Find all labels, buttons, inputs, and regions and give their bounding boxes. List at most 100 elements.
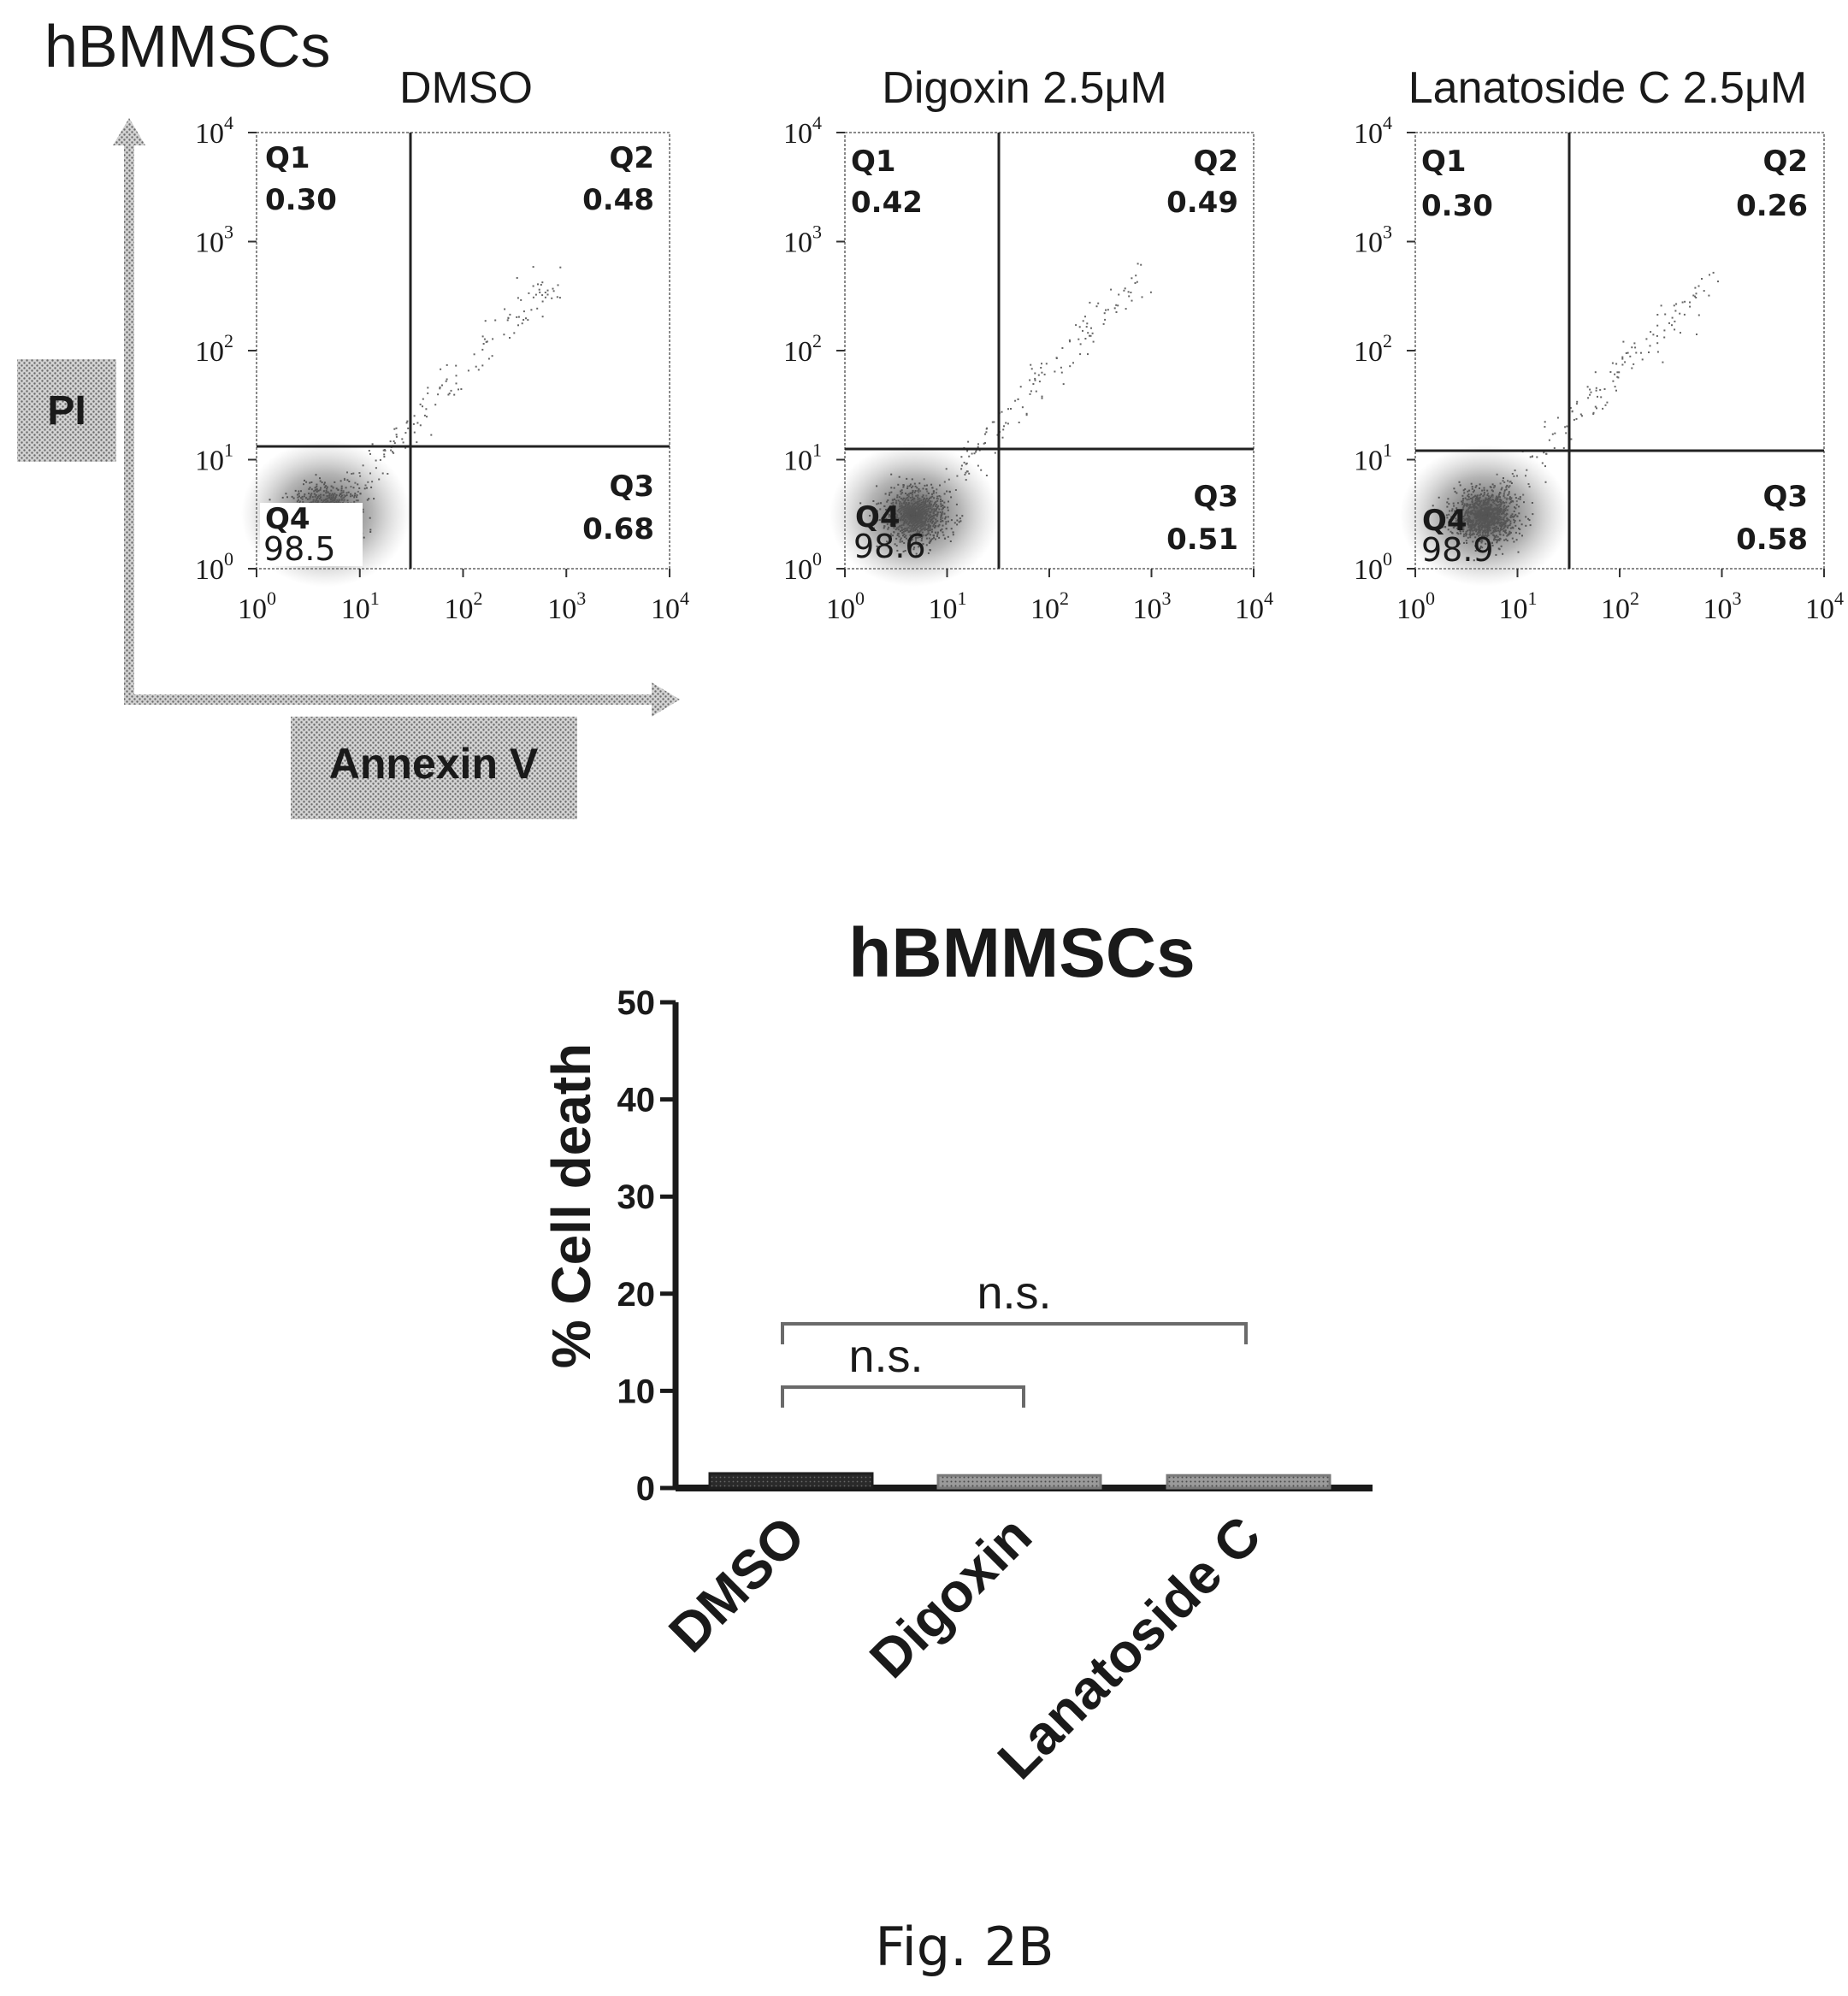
bar-lanatoside-c — [1166, 1473, 1331, 1490]
pi-label-box — [17, 359, 116, 462]
panel-title: DMSO — [399, 63, 533, 113]
q1-value: 0.30 — [1421, 189, 1493, 223]
significance-bracket — [781, 1322, 1248, 1344]
q2-label: Q2 — [1762, 145, 1808, 179]
chart-title: hBMMSCs — [848, 914, 1195, 992]
bar-digoxin — [936, 1473, 1102, 1490]
axis-legend: PI Annexin V — [17, 118, 680, 819]
flow-cell-type-label: hBMMSCs — [44, 13, 330, 80]
y-tick-label: 102 — [195, 330, 233, 368]
significance-bracket — [781, 1385, 1025, 1408]
flow-panel-dmso: DMSO Q1 0.30 Q2 0.48 Q3 0.68 Q4 98.5 100… — [195, 63, 689, 625]
y-tick-label: 103 — [1354, 221, 1392, 259]
y-tick-label: 104 — [783, 112, 822, 150]
y-tick-label: 20 — [617, 1276, 656, 1314]
annexin-arrow-shaft — [124, 694, 654, 705]
panel-title: Lanatoside C 2.5μM — [1408, 63, 1807, 113]
q3-value: 0.51 — [1166, 523, 1238, 557]
q4-label: Q4 — [855, 500, 900, 534]
scatter-points — [830, 263, 1152, 587]
q1-label: Q1 — [1421, 145, 1467, 179]
q1-label: Q1 — [265, 141, 310, 175]
y-tick-label: 104 — [195, 112, 233, 150]
panel-title: Digoxin 2.5μM — [882, 63, 1166, 113]
x-tick-label: 103 — [547, 588, 586, 625]
q4-value: 98.6 — [853, 528, 926, 565]
y-tick-label: 103 — [195, 221, 233, 259]
q3-value: 0.68 — [582, 512, 654, 546]
x-tick-label: 104 — [651, 588, 689, 625]
significance-label: n.s. — [977, 1267, 1051, 1319]
y-tick-label: 100 — [195, 548, 233, 586]
pi-label: PI — [47, 388, 86, 434]
pi-arrow-head — [113, 118, 145, 145]
q4-value: 98.5 — [263, 530, 336, 568]
y-tick-label: 101 — [783, 440, 822, 477]
y-tick-label: 100 — [1354, 548, 1392, 586]
q2-value: 0.49 — [1166, 186, 1238, 220]
x-tick-label: 103 — [1133, 588, 1172, 625]
q2-label: Q2 — [1193, 145, 1238, 179]
y-tick-label: 0 — [636, 1470, 655, 1508]
q3-label: Q3 — [1762, 480, 1808, 514]
y-tick-label: 101 — [195, 440, 233, 477]
y-tick-label: 100 — [783, 548, 822, 586]
x-tick-label: 102 — [1030, 588, 1069, 625]
y-tick-label: 103 — [783, 221, 822, 259]
x-tick-label: 104 — [1235, 588, 1273, 625]
q2-label: Q2 — [609, 141, 654, 175]
x-tick-label: 100 — [826, 588, 865, 625]
y-tick-label: 104 — [1354, 112, 1392, 150]
y-tick-label: 50 — [617, 984, 656, 1022]
q1-label: Q1 — [851, 145, 896, 179]
flow-panel-digoxin: Digoxin 2.5μM Q1 0.42 Q2 0.49 Q3 0.51 Q4… — [783, 63, 1273, 625]
q3-value: 0.58 — [1736, 523, 1808, 557]
y-tick-label: 102 — [783, 330, 822, 368]
q3-label: Q3 — [609, 469, 654, 504]
significance-brackets: n.s. n.s. — [781, 1267, 1248, 1408]
y-tick-label: 30 — [617, 1178, 656, 1216]
bars — [708, 1472, 1331, 1490]
q2-value: 0.48 — [582, 183, 654, 217]
y-axis-label: % Cell death — [540, 1043, 602, 1369]
y-tick-label: 102 — [1354, 330, 1392, 368]
x-tick-label: 102 — [1601, 588, 1639, 625]
q1-value: 0.42 — [851, 186, 923, 220]
x-tick-label: 101 — [1499, 588, 1538, 625]
q1-value: 0.30 — [265, 183, 337, 217]
scatter-points — [1400, 271, 1719, 587]
annexin-arrow-head — [652, 682, 680, 717]
q3-label: Q3 — [1193, 480, 1238, 514]
y-axis-ticks: 0 10 20 30 40 50 — [617, 984, 676, 1508]
x-category-label: Digoxin — [858, 1504, 1043, 1690]
q4-label: Q4 — [1422, 504, 1467, 538]
x-tick-label: 102 — [445, 588, 483, 625]
annexin-label: Annexin V — [329, 740, 539, 788]
y-tick-label: 40 — [617, 1082, 656, 1119]
q2-value: 0.26 — [1736, 189, 1808, 223]
x-tick-label: 104 — [1805, 588, 1844, 625]
q4-label: Q4 — [265, 502, 310, 536]
pi-arrow-shaft — [124, 137, 134, 701]
x-tick-label: 100 — [1396, 588, 1435, 625]
y-tick-label: 101 — [1354, 440, 1392, 477]
x-tick-label: 103 — [1703, 588, 1742, 625]
flow-panel-lanatoside: Lanatoside C 2.5μM Q1 0.30 Q2 0.26 Q3 0.… — [1354, 63, 1844, 625]
q4-label-backdrop — [260, 503, 363, 566]
y-tick-label: 10 — [617, 1373, 656, 1410]
x-tick-label: 101 — [929, 588, 967, 625]
x-tick-label: 100 — [238, 588, 276, 625]
significance-label: n.s. — [848, 1331, 923, 1382]
x-category-label: DMSO — [657, 1504, 817, 1664]
annexin-label-box — [291, 717, 577, 819]
figure-caption: Fig. 2B — [875, 1916, 1054, 1978]
x-tick-label: 101 — [341, 588, 380, 625]
q4-value: 98.9 — [1421, 531, 1494, 569]
bar-dmso — [708, 1472, 874, 1490]
